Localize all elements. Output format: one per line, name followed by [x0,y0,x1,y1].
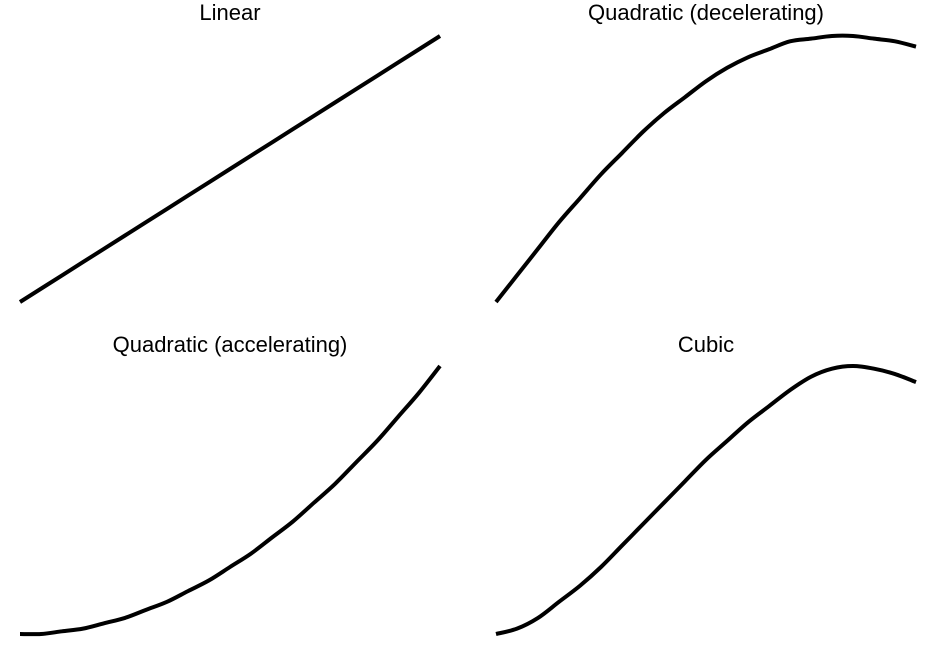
panel-title: Quadratic (accelerating) [113,332,348,357]
panel-title: Linear [199,0,260,25]
panel-quadratic-decelerating: Quadratic (decelerating) [494,0,917,304]
series-line [18,34,442,304]
panel-quadratic-accelerating: Quadratic (accelerating) [19,332,442,637]
panel-linear: Linear [18,0,442,304]
series-line [495,364,917,636]
panel-title: Quadratic (decelerating) [588,0,824,25]
series-line [494,33,917,304]
panel-title: Cubic [678,332,734,357]
panel-cubic: Cubic [495,332,917,636]
series-line [19,364,442,637]
